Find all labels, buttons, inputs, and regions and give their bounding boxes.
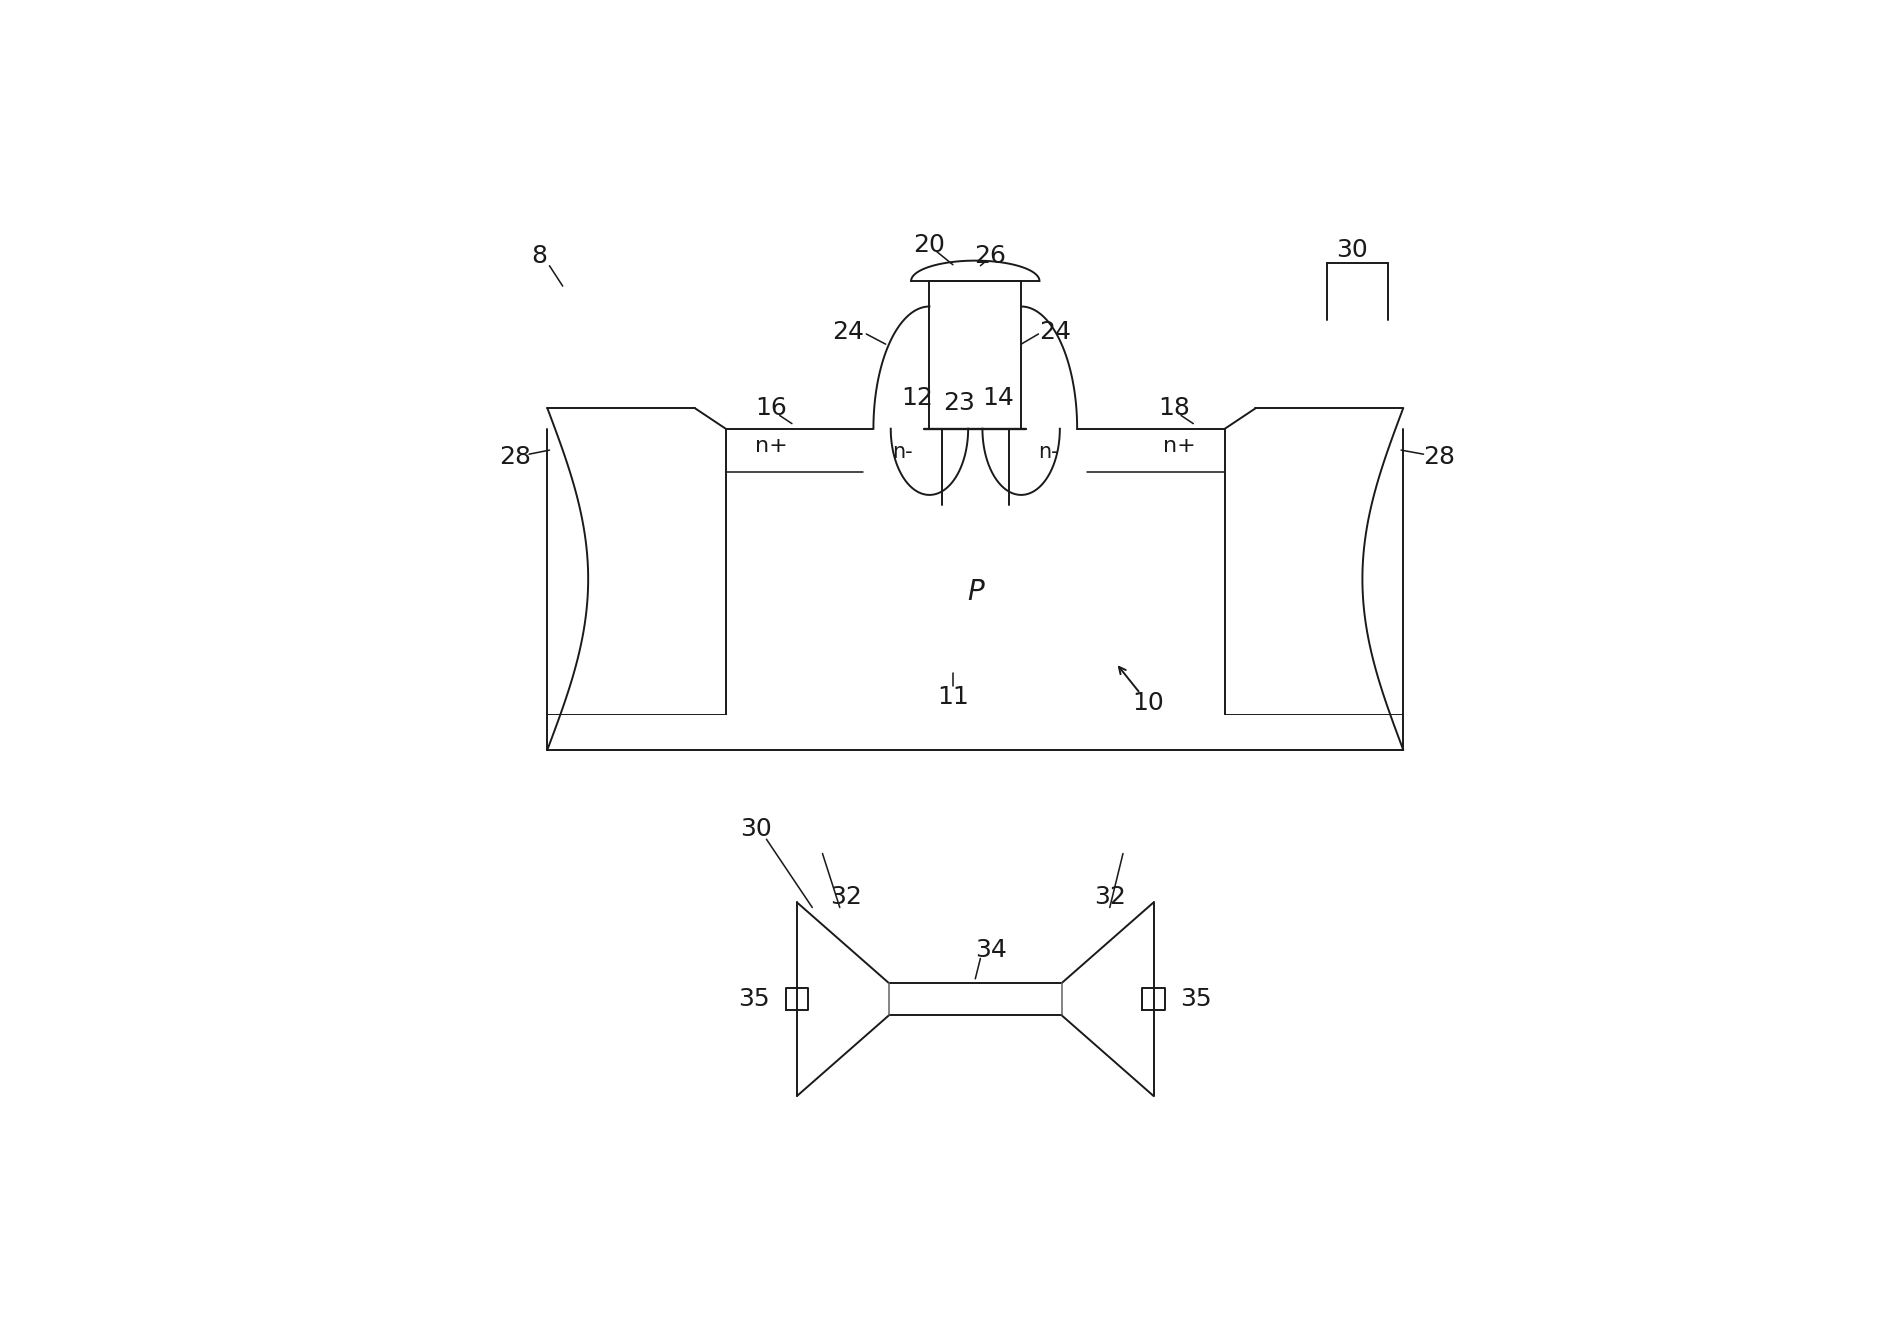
Text: 14: 14 (982, 386, 1014, 410)
Text: 20: 20 (913, 233, 946, 258)
Text: n-: n- (893, 442, 912, 462)
Text: 32: 32 (1094, 885, 1127, 909)
Text: 23: 23 (944, 392, 974, 415)
Text: n-: n- (1039, 442, 1058, 462)
Text: 8: 8 (531, 243, 548, 267)
Text: 10: 10 (1132, 691, 1165, 714)
Text: 24: 24 (1039, 320, 1071, 344)
Text: 16: 16 (755, 397, 788, 421)
Text: P: P (967, 578, 984, 606)
Text: 32: 32 (830, 885, 862, 909)
Text: n+: n+ (755, 437, 788, 456)
Text: 35: 35 (1180, 987, 1212, 1011)
Text: 26: 26 (974, 243, 1007, 267)
Text: 30: 30 (740, 818, 773, 841)
Text: 28: 28 (1423, 446, 1454, 470)
Text: 34: 34 (974, 938, 1007, 962)
Text: 18: 18 (1159, 397, 1189, 421)
Text: 24: 24 (832, 320, 864, 344)
Text: n+: n+ (1163, 437, 1195, 456)
Text: 30: 30 (1336, 238, 1368, 262)
Text: 12: 12 (902, 386, 932, 410)
Text: 28: 28 (499, 446, 531, 470)
Text: 35: 35 (738, 987, 771, 1011)
Text: 11: 11 (936, 684, 969, 709)
